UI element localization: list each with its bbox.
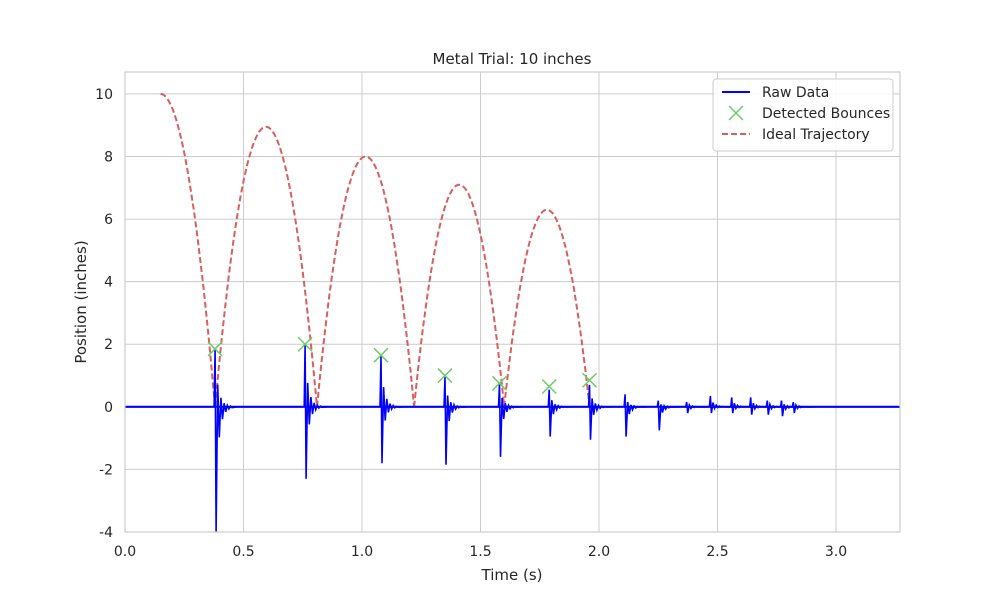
y-tick-label: 4 (104, 275, 113, 291)
ideal-trajectory-arc (413, 183, 506, 407)
x-tick-label: 1.5 (469, 544, 491, 560)
raw-data-spike (213, 348, 238, 533)
y-tick-label: 0 (104, 400, 113, 416)
ideal-trajectory-arc (160, 92, 217, 407)
y-axis-ticks: -4 -2 0 2 4 6 8 10 (95, 87, 113, 541)
y-tick-label: 2 (104, 337, 113, 353)
legend-detected-bounces-label: Detected Bounces (762, 106, 890, 122)
detected-bounce-marker (297, 336, 313, 352)
x-axis-label: Time (s) (481, 566, 543, 584)
y-tick-label: -4 (99, 525, 113, 541)
detected-bounces-series (207, 336, 598, 395)
y-tick-label: 8 (104, 149, 113, 165)
x-tick-label: 2.0 (588, 544, 610, 560)
detected-bounce-marker (373, 347, 389, 363)
y-tick-label: 10 (95, 87, 113, 103)
detected-bounce-marker (207, 341, 223, 357)
raw-data-spike (684, 401, 709, 414)
raw-data-spike (748, 397, 773, 415)
raw-data-series (125, 344, 900, 533)
legend: Raw Data Detected Bounces Ideal Trajecto… (712, 78, 894, 152)
ideal-trajectory-series (160, 92, 591, 407)
y-axis-label: Position (inches) (72, 240, 90, 363)
raw-data-spike (587, 384, 612, 440)
x-tick-label: 1.0 (351, 544, 373, 560)
detected-bounce-marker (541, 378, 557, 395)
detected-bounce-marker (437, 368, 453, 384)
x-tick-label: 0.0 (114, 544, 136, 560)
detected-bounce-marker (581, 372, 598, 388)
raw-data-spike (656, 400, 681, 431)
plot-frame (124, 71, 901, 533)
ideal-trajectory-arc (503, 208, 591, 407)
raw-data-spike (623, 394, 648, 437)
x-tick-label: 3.0 (825, 544, 847, 560)
raw-data-spike (791, 401, 816, 414)
ideal-trajectory-arc (316, 155, 416, 407)
raw-data-spike (379, 355, 404, 464)
y-tick-label: -2 (99, 462, 113, 478)
x-tick-label: 2.5 (706, 544, 728, 560)
legend-box (712, 78, 894, 152)
legend-raw-data-label: Raw Data (762, 85, 829, 101)
y-tick-label: 6 (104, 212, 113, 228)
ideal-trajectory-arc (214, 125, 318, 407)
raw-data-spike (497, 383, 522, 457)
plot-border (124, 71, 901, 533)
raw-data-spike (708, 395, 733, 414)
raw-data-spike (730, 397, 754, 414)
raw-data-spike (547, 389, 572, 437)
detected-bounce-marker (491, 375, 507, 391)
x-tick-label: 0.5 (232, 544, 254, 560)
raw-data-spike (443, 377, 468, 465)
legend-detected-bounces-swatch (728, 105, 744, 121)
x-axis-ticks: 0.0 0.5 1.0 1.5 2.0 2.5 3.0 (114, 544, 847, 560)
chart-title: Metal Trial: 10 inches (433, 50, 592, 68)
legend-ideal-trajectory-label: Ideal Trajectory (762, 127, 870, 143)
raw-data-spike (303, 344, 328, 479)
